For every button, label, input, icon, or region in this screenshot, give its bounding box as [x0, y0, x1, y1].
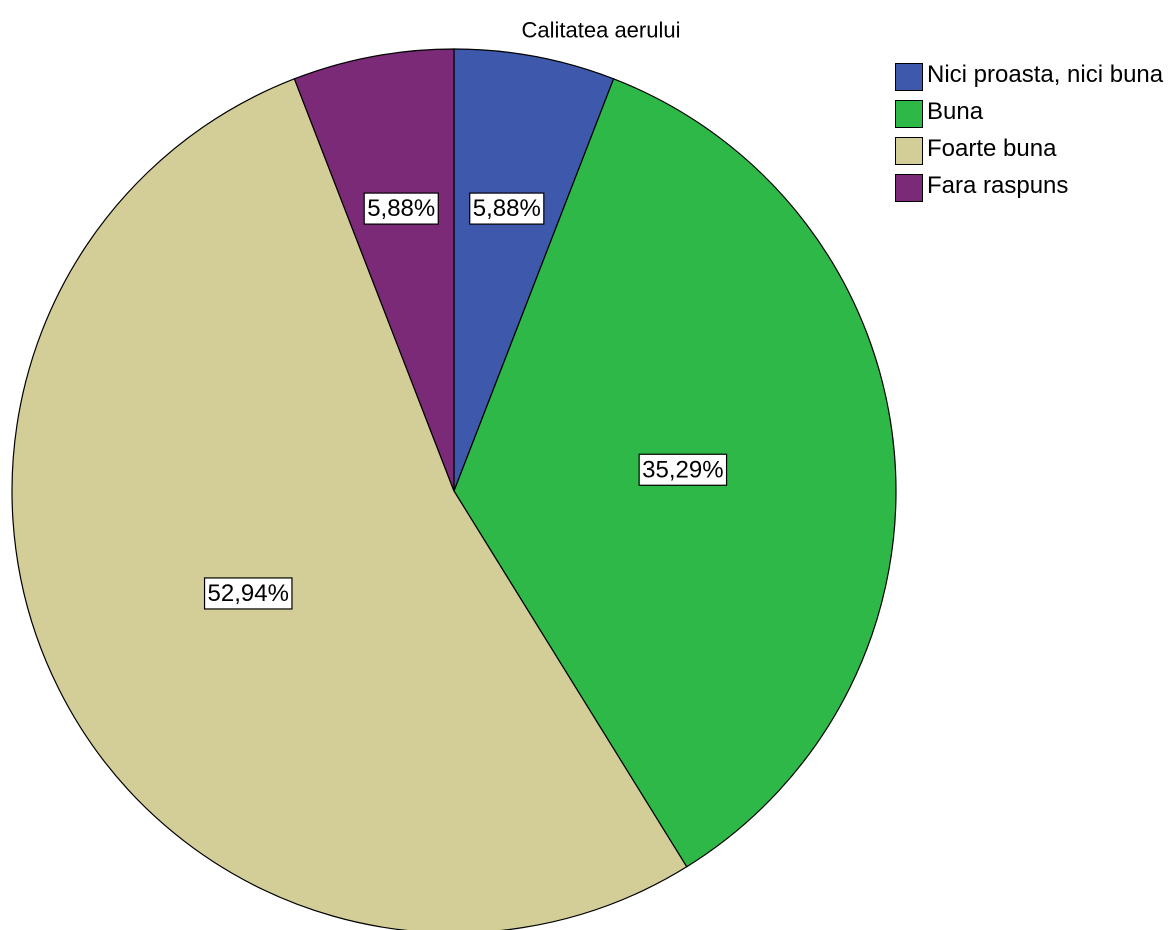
legend-swatch: [895, 63, 923, 91]
legend-entry: Buna: [895, 99, 1165, 128]
legend-label: Buna: [927, 98, 984, 125]
value-label: 52,94%: [208, 580, 289, 607]
legend-label: Foarte buna: [927, 135, 1057, 162]
pie-slice: [453, 48, 615, 492]
legend-entry: Nici proasta, nici buna: [895, 62, 1165, 91]
value-label-box: [203, 577, 293, 610]
value-label: 5,88%: [473, 195, 541, 222]
value-label: 5,88%: [367, 195, 435, 222]
legend-label: Fara raspuns: [927, 172, 1069, 199]
legend-label: Nici proasta, nici buna: [927, 61, 1164, 88]
legend-swatch: [895, 137, 923, 165]
value-label: 35,29%: [642, 456, 723, 483]
value-label-box: [363, 192, 439, 225]
legend-entry: Fara raspuns: [895, 173, 1165, 202]
legend-swatch: [895, 174, 923, 202]
pie-slice: [293, 48, 455, 492]
pie-slice: [11, 78, 688, 930]
value-label-box: [469, 192, 545, 225]
legend-swatch: [895, 100, 923, 128]
legend: Nici proasta, nici buna Buna Foarte buna Fa…: [895, 62, 1165, 210]
legend-entry: Foarte buna: [895, 136, 1165, 165]
value-label-box: [638, 453, 728, 486]
chart-title: Calitatea aerului: [522, 18, 681, 43]
